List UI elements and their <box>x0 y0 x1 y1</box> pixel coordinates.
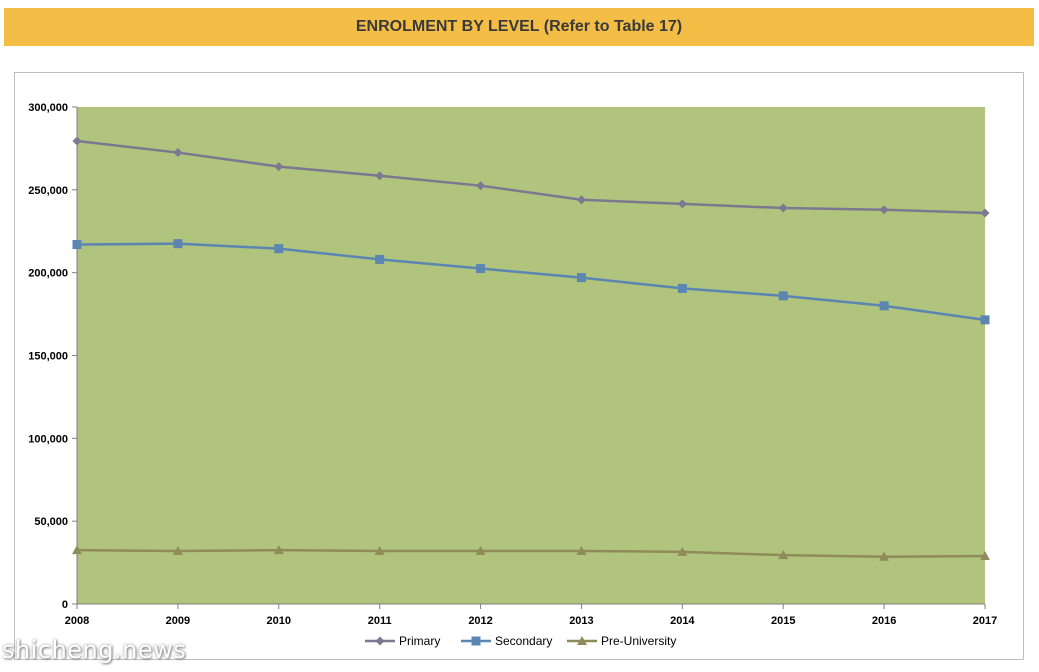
data-point-secondary <box>980 315 990 325</box>
x-tick-label: 2010 <box>267 615 291 627</box>
data-point-primary <box>778 203 788 213</box>
chart-title-banner: ENROLMENT BY LEVEL (Refer to Table 17) <box>4 8 1034 46</box>
data-point-primary <box>576 195 586 205</box>
data-point-secondary <box>375 254 385 264</box>
data-point-primary <box>375 171 385 181</box>
data-point-primary <box>879 205 889 215</box>
enrolment-line-chart: 0 50,000 100,000 150,000 200,000 250,000 300,0… <box>28 102 997 648</box>
legend-label-secondary: Secondary <box>495 634 552 648</box>
data-point-primary <box>677 199 687 209</box>
legend-marker-pre-university <box>577 636 587 645</box>
legend-label-pre-university: Pre-University <box>601 634 676 648</box>
x-tick-label: 2012 <box>468 615 492 627</box>
series-line-secondary <box>76 242 986 322</box>
data-point-pre-university <box>576 545 587 555</box>
x-tick-label: 2011 <box>368 615 392 627</box>
data-point-primary <box>173 148 183 158</box>
series-line-primary <box>76 139 986 215</box>
y-tick-label: 300,000 <box>28 102 68 114</box>
x-axis: 2008 2009 2010 2011 2012 2013 2014 2015 2016 2017 <box>65 603 997 627</box>
y-tick-label: 0 <box>62 599 68 611</box>
x-tick-label: 2013 <box>569 615 593 627</box>
data-point-pre-university <box>273 545 284 555</box>
x-tick-label: 2015 <box>771 615 795 627</box>
legend: Primary Secondary Pre-University <box>365 634 676 648</box>
chart-frame: 0 50,000 100,000 150,000 200,000 250,000 300,0… <box>14 72 1024 660</box>
data-point-pre-university <box>72 545 82 555</box>
y-tick-label: 250,000 <box>28 185 68 197</box>
data-point-secondary <box>173 239 183 249</box>
y-tick-label: 150,000 <box>28 351 68 363</box>
data-point-pre-university <box>677 546 688 556</box>
data-point-pre-university <box>475 545 486 555</box>
data-point-primary <box>72 136 82 146</box>
data-point-pre-university <box>374 545 385 555</box>
y-tick-label: 50,000 <box>34 516 68 528</box>
watermark-text: shicheng.news <box>2 636 187 664</box>
x-tick-label: 2009 <box>166 615 190 627</box>
data-point-pre-university <box>172 545 183 555</box>
series-line-pre-university <box>76 548 986 559</box>
chart-title: ENROLMENT BY LEVEL (Refer to Table 17) <box>355 18 683 35</box>
legend-marker-primary <box>375 636 385 646</box>
data-point-pre-university <box>879 551 890 561</box>
x-tick-label: 2014 <box>670 615 695 627</box>
series-lines <box>72 136 990 561</box>
plot-area <box>77 107 985 604</box>
data-point-secondary <box>677 283 687 293</box>
data-point-secondary <box>879 301 889 311</box>
data-point-primary <box>476 181 486 191</box>
legend-marker-secondary <box>471 636 481 646</box>
legend-label-primary: Primary <box>399 634 440 648</box>
data-point-pre-university <box>778 550 789 560</box>
y-axis: 0 50,000 100,000 150,000 200,000 250,000 300,0… <box>28 102 78 611</box>
x-tick-label: 2017 <box>973 615 997 627</box>
x-tick-label: 2016 <box>872 615 896 627</box>
data-point-secondary <box>274 244 284 254</box>
data-point-secondary <box>778 291 788 301</box>
x-tick-label: 2008 <box>65 615 89 627</box>
y-tick-label: 200,000 <box>28 268 68 280</box>
y-tick-label: 100,000 <box>28 433 68 445</box>
data-point-secondary <box>576 273 586 283</box>
data-point-primary <box>980 208 990 218</box>
data-point-pre-university <box>980 550 990 560</box>
data-point-secondary <box>72 240 82 250</box>
data-point-secondary <box>476 264 486 274</box>
plot-background <box>77 107 985 604</box>
data-point-primary <box>274 162 284 172</box>
